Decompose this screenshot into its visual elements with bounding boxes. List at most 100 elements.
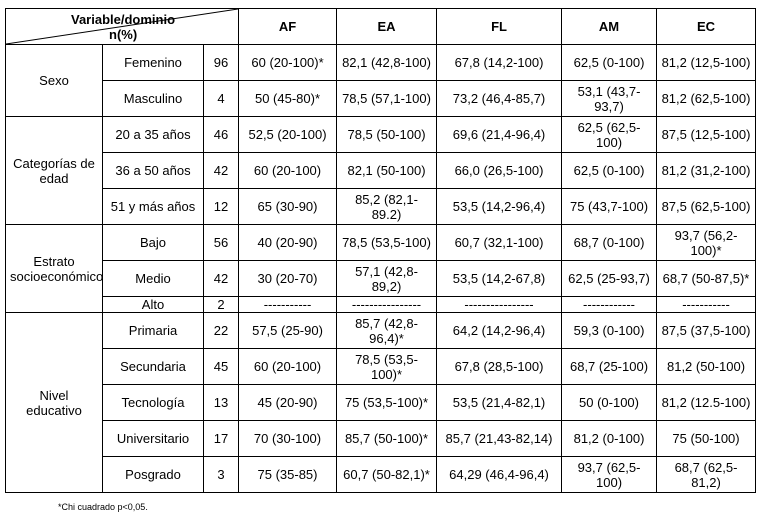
value-cell: 68,7 (25-100)	[561, 348, 658, 385]
table-row: Universitario 17 70 (30-100) 85,7 (50-100)*…	[6, 420, 757, 457]
value-cell: 78,5 (57,1-100)	[336, 80, 438, 117]
subcategory-label: Posgrado	[102, 456, 204, 493]
value-cell: -----------	[656, 296, 757, 313]
value-cell: 81,2 (12.5-100)	[656, 384, 757, 421]
group-label: Nivel educativo	[5, 312, 103, 493]
n-value: 3	[202, 456, 240, 493]
value-cell: 68,7 (0-100)	[561, 224, 658, 261]
value-cell: 52,5 (20-100)	[238, 116, 338, 153]
value-cell: 65 (30-90)	[238, 188, 338, 225]
variable-dominio-label: Variable/dominio	[71, 12, 176, 27]
value-cell: 53,1 (43,7-93,7)	[561, 80, 658, 117]
diagonal-line	[6, 9, 239, 44]
subcategory-label: Universitario	[102, 420, 204, 457]
value-cell: 73,2 (46,4-85,7)	[436, 80, 563, 117]
n-value: 96	[202, 44, 240, 81]
value-cell: 85,7 (42,8-96,4)*	[336, 312, 438, 349]
value-cell: 81,2 (62,5-100)	[656, 80, 757, 117]
value-cell: 75 (35-85)	[238, 456, 338, 493]
table-row: Tecnología 13 45 (20-90) 75 (53,5-100)* 53,5…	[6, 384, 757, 421]
n-value: 2	[202, 296, 240, 313]
table-row: 51 y más años 12 65 (30-90) 85,2 (82,1-89.2…	[6, 188, 757, 225]
n-value: 46	[202, 116, 240, 153]
table-row: Posgrado 3 75 (35-85) 60,7 (50-82,1)* 64,29 …	[6, 456, 757, 493]
value-cell: 60,7 (32,1-100)	[436, 224, 563, 261]
value-cell: 59,3 (0-100)	[561, 312, 658, 349]
value-cell: -----------	[238, 296, 338, 313]
value-cell: 60 (20-100)	[238, 152, 338, 189]
table-row: Categorías de edad 20 a 35 años 46 52,5 (20…	[5, 116, 757, 225]
n-value: 56	[202, 224, 240, 261]
subcategory-label: 51 y más años	[102, 188, 204, 225]
table-row: Masculino 4 50 (45-80)* 78,5 (57,1-100) 73,2…	[6, 80, 757, 117]
n-value: 13	[202, 384, 240, 421]
value-cell: 60 (20-100)	[238, 348, 338, 385]
n-value: 42	[202, 152, 240, 189]
value-cell: 40 (20-90)	[238, 224, 338, 261]
value-cell: 62,5 (0-100)	[561, 152, 658, 189]
value-cell: 87,5 (37,5-100)	[656, 312, 757, 349]
table-row: 36 a 50 años 42 60 (20-100) 82,1 (50-100) 66…	[6, 152, 757, 189]
value-cell: 68,7 (62,5-81,2)	[656, 456, 757, 493]
value-cell: 53,5 (21,4-82,1)	[436, 384, 563, 421]
value-cell: 82,1 (50-100)	[336, 152, 438, 189]
subcategory-label: Masculino	[102, 80, 204, 117]
value-cell: 64,29 (46,4-96,4)	[436, 456, 563, 493]
subcategory-label: Primaria	[102, 312, 204, 349]
n-percent-label: n(%)	[109, 27, 138, 42]
subcategory-label: Alto	[102, 296, 204, 313]
table-row: Nivel educativo Primaria 22 57,5 (25-90) 85,…	[5, 312, 757, 493]
group-label: Categorías de edad	[5, 116, 103, 225]
value-cell: ----------------	[436, 296, 563, 313]
value-cell: 62,5 (0-100)	[561, 44, 658, 81]
value-cell: 87,5 (12,5-100)	[656, 116, 757, 153]
n-value: 4	[202, 80, 240, 117]
table-row: Medio 42 30 (20-70) 57,1 (42,8-89,2) 53,5 (1…	[6, 260, 757, 297]
subcategory-label: Femenino	[102, 44, 204, 81]
value-cell: ------------	[561, 296, 658, 313]
col-header-fl: FL	[436, 8, 563, 45]
table-row: Sexo Femenino 96 60 (20-100)* 82,1 (42,8-100…	[5, 44, 757, 117]
n-value: 17	[202, 420, 240, 457]
value-cell: 60,7 (50-82,1)*	[336, 456, 438, 493]
value-cell: 78,5 (50-100)	[336, 116, 438, 153]
n-value: 45	[202, 348, 240, 385]
table-row: Estrato socioeconómico Bajo 56 40 (20-90) 78…	[5, 224, 757, 313]
value-cell: 50 (45-80)*	[238, 80, 338, 117]
header-row: Variable/dominio n(%) AF EA FL AM EC	[4, 8, 757, 45]
value-cell: 81,2 (12,5-100)	[656, 44, 757, 81]
value-cell: 57,5 (25-90)	[238, 312, 338, 349]
results-table: Variable/dominio n(%) AF EA FL AM EC Sex…	[4, 8, 757, 493]
variable-header-cell: Variable/dominio n(%)	[4, 8, 240, 45]
value-cell: 62,5 (62,5-100)	[561, 116, 658, 153]
table-row: Secundaria 45 60 (20-100) 78,5 (53,5-100)* 6…	[6, 348, 757, 385]
col-header-ec: EC	[656, 8, 757, 45]
value-cell: 85,7 (50-100)*	[336, 420, 438, 457]
col-header-af: AF	[238, 8, 338, 45]
n-value: 12	[202, 188, 240, 225]
value-cell: 70 (30-100)	[238, 420, 338, 457]
subcategory-label: Tecnología	[102, 384, 204, 421]
group-label: Sexo	[5, 44, 103, 117]
col-header-ea: EA	[336, 8, 438, 45]
value-cell: 75 (43,7-100)	[561, 188, 658, 225]
group-label: Estrato socioeconómico	[5, 224, 103, 313]
footnote: *Chi cuadrado p<0,05.	[58, 502, 148, 512]
value-cell: 50 (0-100)	[561, 384, 658, 421]
value-cell: 45 (20-90)	[238, 384, 338, 421]
subcategory-label: 36 a 50 años	[102, 152, 204, 189]
subcategory-label: Bajo	[102, 224, 204, 261]
value-cell: 85,7 (21,43-82,14)	[436, 420, 563, 457]
n-value: 22	[202, 312, 240, 349]
value-cell: 53,5 (14,2-67,8)	[436, 260, 563, 297]
value-cell: 67,8 (14,2-100)	[436, 44, 563, 81]
value-cell: 57,1 (42,8-89,2)	[336, 260, 438, 297]
value-cell: 81,2 (0-100)	[561, 420, 658, 457]
value-cell: 69,6 (21,4-96,4)	[436, 116, 563, 153]
value-cell: 87,5 (62,5-100)	[656, 188, 757, 225]
value-cell: 67,8 (28,5-100)	[436, 348, 563, 385]
value-cell: ----------------	[336, 296, 438, 313]
value-cell: 60 (20-100)*	[238, 44, 338, 81]
n-value: 42	[202, 260, 240, 297]
value-cell: 30 (20-70)	[238, 260, 338, 297]
